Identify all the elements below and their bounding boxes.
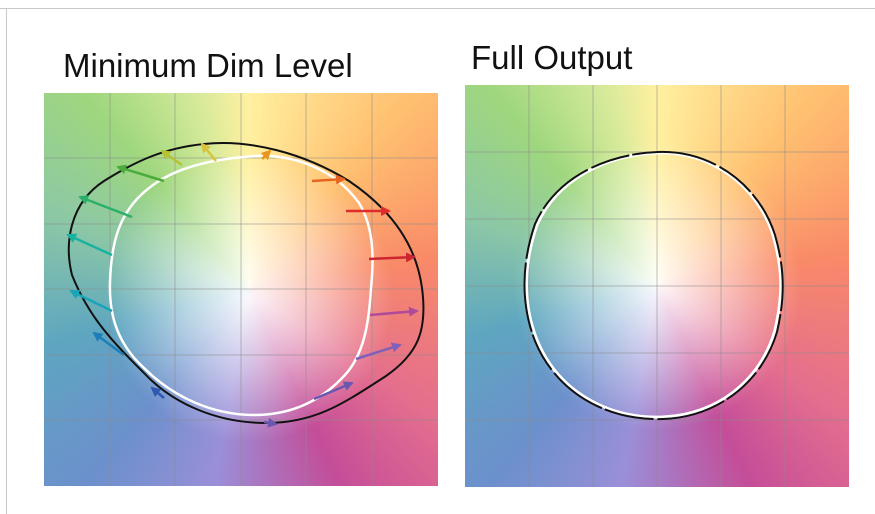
grid-lines (465, 85, 849, 487)
arrow-lime (160, 149, 183, 167)
arrow-green-1 (78, 195, 133, 219)
arrow-yellow (200, 142, 217, 162)
shift-arrows (66, 142, 419, 428)
frame-left-border (6, 8, 7, 514)
gamut-diagram-left (44, 93, 438, 486)
grid-lines (44, 93, 438, 486)
arrow-blue-1 (150, 386, 165, 399)
title-minimum-dim-level: Minimum Dim Level (63, 47, 353, 84)
title-full-output: Full Output (471, 39, 633, 76)
arrow-teal (66, 233, 113, 257)
arrow-amber (260, 149, 272, 161)
arrow-orange (311, 174, 346, 185)
arrow-purple-1 (355, 342, 402, 361)
arrow-violet (263, 417, 278, 428)
gamut-diagram-right (465, 85, 849, 487)
color-gamut-panel-left (44, 93, 438, 486)
inner-contour-white (108, 154, 374, 417)
frame-top-border (0, 8, 875, 9)
color-gamut-panel-right (465, 85, 849, 487)
arrow-red-2 (368, 252, 416, 263)
arrow-magenta (369, 306, 419, 317)
arrow-purple-2 (313, 381, 354, 401)
arrow-green-2 (116, 164, 165, 183)
inner-contour-white (525, 151, 783, 419)
arrow-cyan (69, 289, 113, 313)
arrow-blue-2 (92, 331, 125, 357)
outer-contour-black (523, 150, 784, 421)
